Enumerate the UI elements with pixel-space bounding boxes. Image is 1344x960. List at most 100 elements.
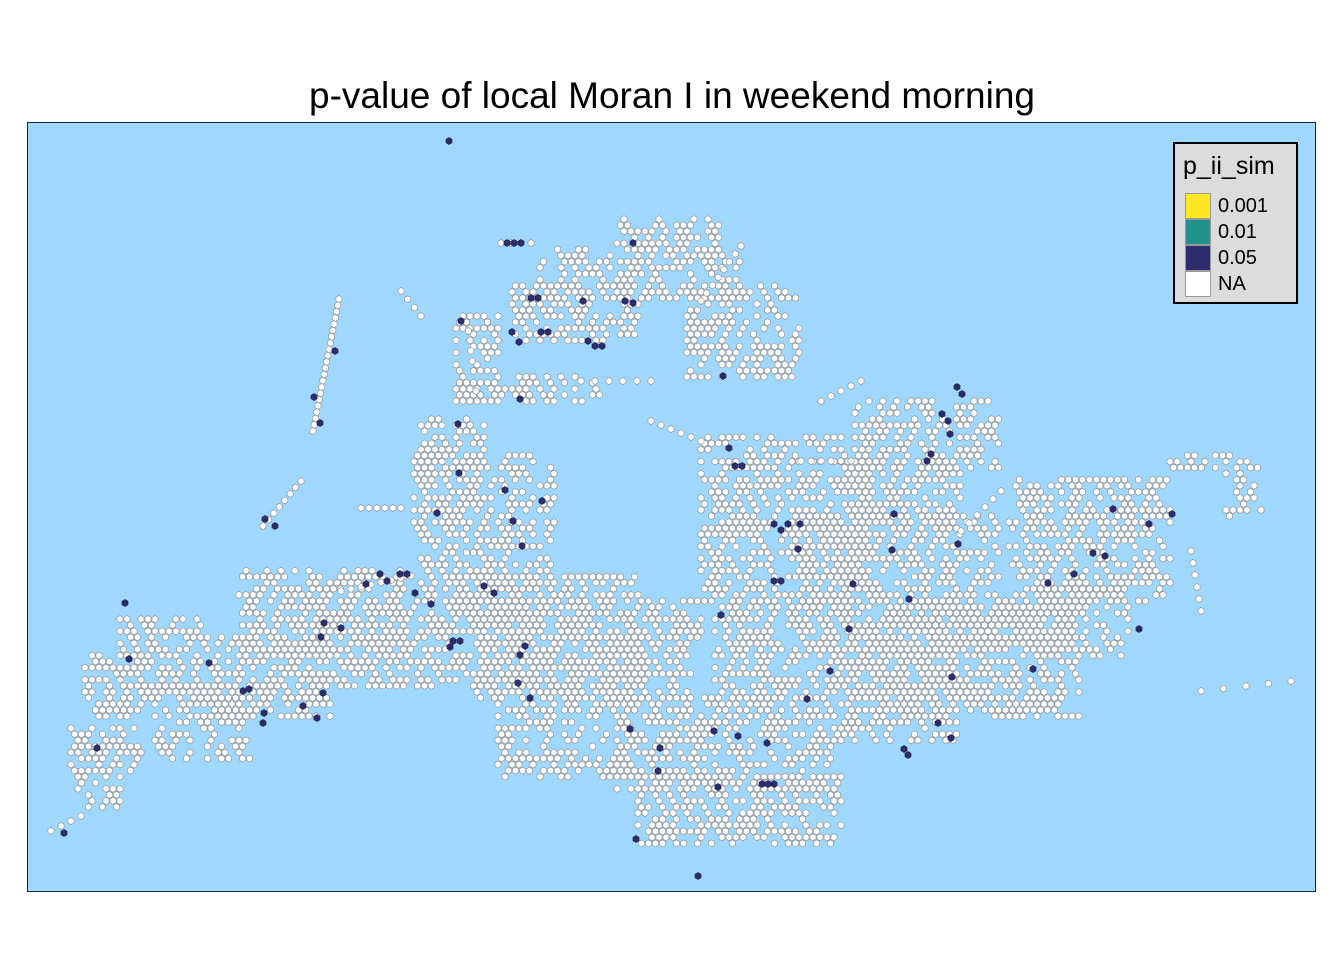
hex-cell-na <box>1026 603 1034 611</box>
hex-cell-na <box>1051 597 1058 605</box>
hex-cell-na <box>151 712 159 720</box>
hex-cell-na <box>417 518 425 527</box>
hex-cell-na <box>410 639 418 648</box>
hex-cell-na <box>802 712 810 720</box>
hex-cell-na <box>792 791 799 799</box>
hex-cell-na <box>389 639 397 648</box>
hex-cell-na <box>554 609 561 617</box>
hex-cell-na <box>400 633 407 642</box>
hex-cell-na <box>1086 645 1093 654</box>
hex-cell-na <box>897 560 904 569</box>
hex-cell-na <box>571 263 579 272</box>
hex-cell-na <box>1037 706 1044 714</box>
hex-cell-na <box>256 651 264 660</box>
hex-cell-na <box>904 524 911 533</box>
hex-cell-na <box>848 718 855 726</box>
hex-cell-na <box>508 603 516 611</box>
hex-cell-na <box>841 718 848 726</box>
hex-cell-na <box>1072 633 1079 642</box>
hex-cell-na <box>491 378 498 387</box>
hex-cell-na <box>522 748 530 757</box>
hex-cell-na <box>774 288 782 296</box>
hex-cell-na <box>914 712 922 720</box>
hex-cell-na <box>1145 506 1153 514</box>
hex-cell-na <box>1068 603 1076 611</box>
hex-cell-na <box>606 591 614 599</box>
hex-cell-na <box>995 597 1002 605</box>
hex-cell-na <box>473 530 481 539</box>
hex-cell-na <box>487 494 495 502</box>
hex-cell-na <box>312 700 320 708</box>
hex-cell-na <box>862 463 869 472</box>
hex-cell-na <box>1033 639 1041 648</box>
hex-cell-na <box>242 712 250 720</box>
hex-cell-na <box>942 566 950 575</box>
hex-cell-na <box>428 645 435 654</box>
hex-cell-na <box>788 603 796 611</box>
hex-cell-na <box>771 754 778 763</box>
hex-cell-na <box>589 294 596 302</box>
hex-cell-na <box>974 681 981 690</box>
hex-cell-na <box>858 663 866 672</box>
hex-cell-na <box>354 615 362 623</box>
hex-cell-na <box>848 463 855 472</box>
hex-cell-na <box>435 645 442 654</box>
hex-cell-na <box>176 694 183 702</box>
hex-cell-na <box>547 597 554 605</box>
hex-cell-na <box>806 669 813 678</box>
hex-cell-na <box>526 391 533 399</box>
hex-cell-na <box>760 591 768 599</box>
hex-cell-na <box>673 681 680 690</box>
hex-cell-na <box>270 675 278 684</box>
hex-cell-na <box>575 706 582 714</box>
hex-cell-na <box>445 445 453 454</box>
hex-cell-na <box>921 724 929 733</box>
hex-cell-na <box>788 809 796 817</box>
hex-cell-na <box>522 506 530 514</box>
hex-cell-na <box>809 518 817 527</box>
hex-cell-na <box>1201 457 1209 466</box>
hex-cell-significant <box>826 667 834 675</box>
hex-cell-significant <box>904 751 912 759</box>
hex-cell-na <box>438 445 446 454</box>
hex-cell-na <box>239 657 246 666</box>
hex-cell-na <box>683 797 691 805</box>
hex-cell-na <box>837 481 845 490</box>
hex-cell-na <box>536 627 544 636</box>
hex-cell-na <box>120 681 127 690</box>
hex-cell-na <box>473 591 481 599</box>
hex-cell-na <box>718 530 726 539</box>
hex-cell-na <box>904 669 911 678</box>
hex-cell-na <box>190 681 197 690</box>
hex-cell-na <box>1065 609 1072 617</box>
hex-cell-na <box>1051 645 1058 654</box>
hex-cell-na <box>785 548 792 557</box>
hex-cell-na <box>928 736 936 745</box>
hex-cell-na <box>466 421 474 430</box>
hex-cell-na <box>1051 706 1058 714</box>
hex-cell-na <box>858 651 866 660</box>
hex-cell-na <box>764 633 771 642</box>
hex-cell-na <box>792 827 799 836</box>
hex-cell-na <box>365 609 372 617</box>
hex-cell-na <box>295 645 302 654</box>
hex-cell-significant <box>93 744 101 752</box>
hex-cell-na <box>816 821 824 830</box>
hex-cell-na <box>1096 481 1104 490</box>
hex-cell-na <box>942 506 950 514</box>
hex-cell-na <box>533 597 540 605</box>
hex-cell-na <box>711 494 719 502</box>
hex-cell-na <box>515 384 523 393</box>
hex-cell-na <box>750 354 757 363</box>
hex-cell-na <box>757 706 764 714</box>
hex-cell-na <box>890 621 897 630</box>
hex-cell-na <box>942 627 950 636</box>
hex-cell-na <box>774 324 782 333</box>
hex-cell-na <box>389 615 397 623</box>
hex-cell-na <box>641 627 649 636</box>
hex-cell-na <box>480 397 488 405</box>
hex-cell-na <box>585 712 593 720</box>
hex-cell-na <box>452 530 460 539</box>
hex-cell-na <box>1005 675 1013 684</box>
hex-cell-na <box>869 669 876 678</box>
